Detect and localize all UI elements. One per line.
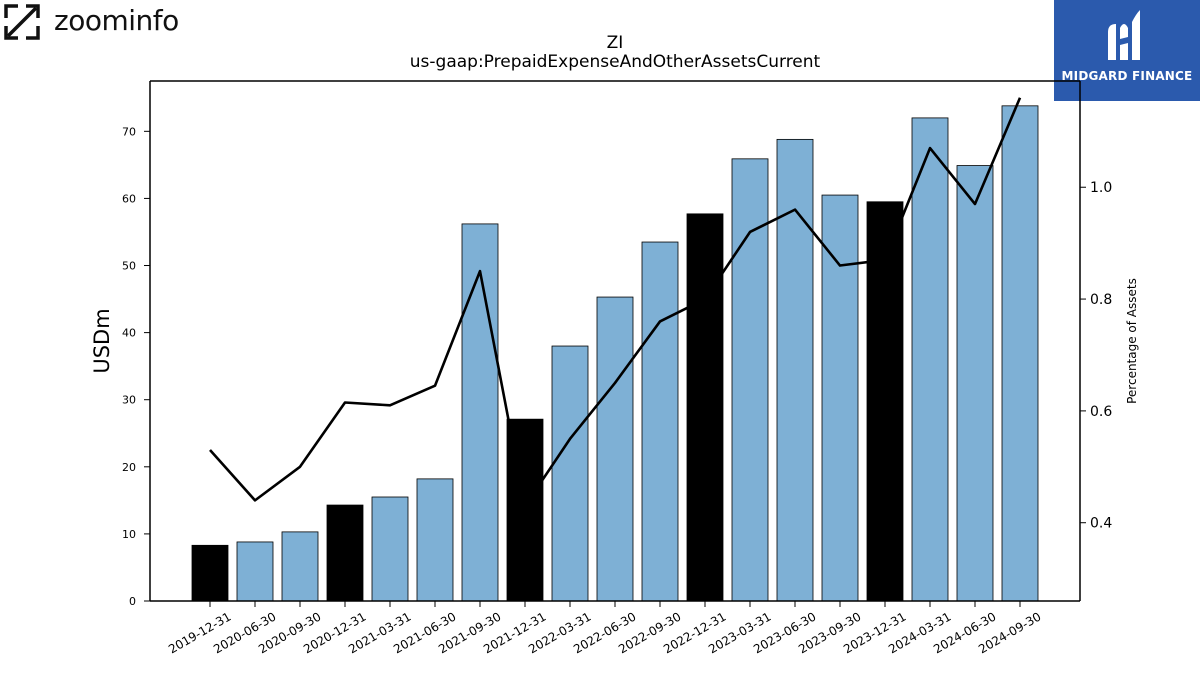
bar-2022-03-31: [551, 345, 589, 602]
ytick-label-20: 20: [122, 461, 136, 474]
midgard-mark-icon: [1108, 10, 1140, 60]
midgard-wordmark: MIDGARD FINANCE: [1061, 69, 1193, 83]
bar-2020-06-30: [236, 541, 274, 602]
ytick-label-30: 30: [122, 394, 136, 407]
ytick-label-70: 70: [122, 125, 136, 138]
bar-2021-03-31: [371, 496, 409, 602]
y2-axis-label: Percentage of Assets: [1125, 278, 1139, 404]
ytick-label-10: 10: [122, 528, 136, 541]
ytick-label-50: 50: [122, 260, 136, 273]
ytick-label-40: 40: [122, 327, 136, 340]
line-group: [209, 97, 1022, 508]
zoominfo-mark-icon: [4, 4, 40, 40]
y2tick-label-0.6: 0.6: [1090, 404, 1112, 420]
bar-2020-09-30: [281, 531, 319, 602]
bar-2024-09-30: [1001, 105, 1039, 602]
chart-title: ZI: [606, 33, 624, 53]
y2tick-label-0.4: 0.4: [1090, 516, 1112, 532]
zoominfo-logo: zoominfo: [4, 4, 204, 42]
bar-2022-09-30: [641, 241, 679, 602]
bar-2020-12-31: [326, 504, 364, 602]
bar-2022-06-30: [596, 296, 634, 602]
y-axis-label: USDm: [90, 308, 114, 373]
y2tick-label-0.8: 0.8: [1090, 292, 1112, 308]
axes-group: [144, 80, 1086, 607]
ytick-label-60: 60: [122, 192, 136, 205]
ytick-label-0: 0: [129, 595, 136, 608]
bar-2023-09-30: [821, 194, 859, 602]
bar-2022-12-31: [686, 213, 724, 602]
bar-2023-12-31: [866, 201, 904, 602]
y2tick-label-1: 1.0: [1090, 180, 1112, 196]
bar-2024-03-31: [911, 117, 949, 602]
bar-2021-09-30: [461, 223, 499, 602]
bar-2019-12-31: [191, 544, 229, 602]
zoominfo-wordmark: zoominfo: [54, 4, 179, 37]
midgard-finance-logo: MIDGARD FINANCE: [1054, 0, 1200, 101]
bar-2021-06-30: [416, 478, 454, 602]
bars-group: [191, 105, 1039, 602]
bar-2024-06-30: [956, 165, 994, 602]
chart-subtitle: us-gaap:PrepaidExpenseAndOtherAssetsCurr…: [409, 52, 821, 72]
